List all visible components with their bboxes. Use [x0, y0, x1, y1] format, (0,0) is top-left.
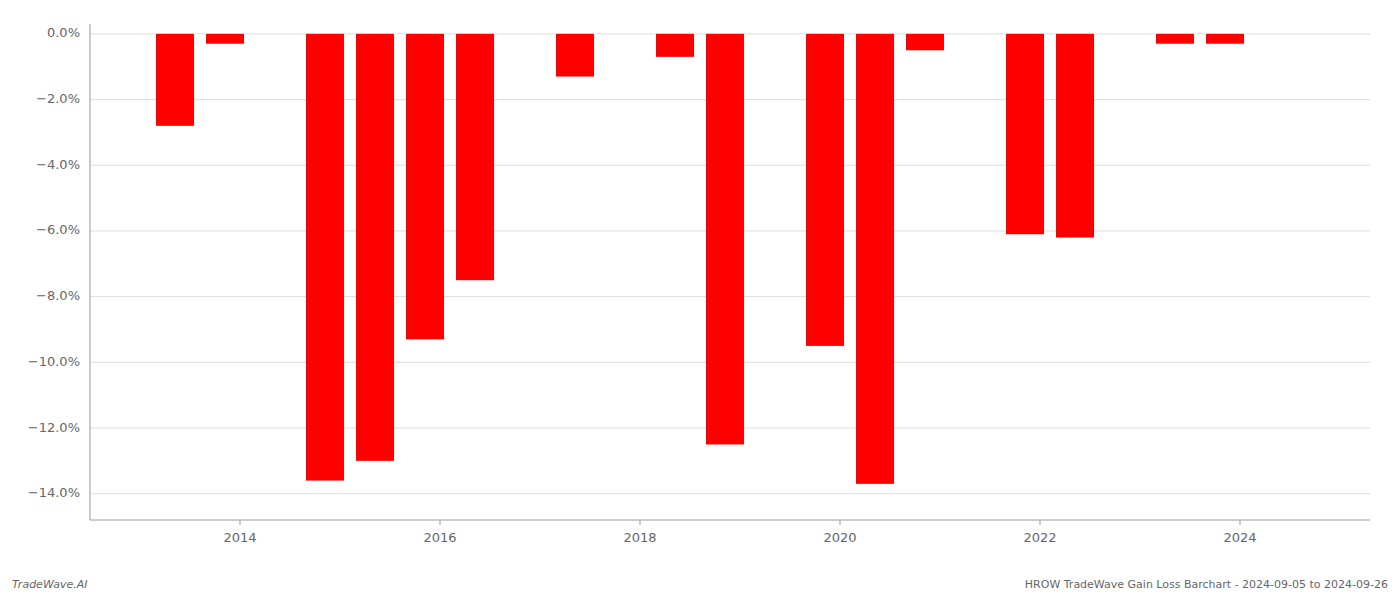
footer-left: TradeWave.AI — [12, 578, 87, 591]
bar — [906, 34, 944, 50]
x-tick-label: 2022 — [1023, 530, 1056, 545]
bar — [706, 34, 744, 445]
bar — [1056, 34, 1094, 238]
background — [0, 0, 1400, 600]
x-tick — [1240, 520, 1241, 525]
y-tick-label: −4.0% — [36, 157, 80, 172]
y-tick-label: 0.0% — [47, 25, 80, 40]
x-tick — [240, 520, 241, 525]
y-tick-label: −2.0% — [36, 91, 80, 106]
grid-line — [90, 493, 1370, 494]
y-tick-label: −6.0% — [36, 222, 80, 237]
x-axis-line — [90, 520, 1370, 521]
x-tick-label: 2024 — [1223, 530, 1256, 545]
bar — [356, 34, 394, 461]
bar — [206, 34, 244, 44]
y-axis-line — [90, 24, 91, 520]
x-tick — [640, 520, 641, 525]
x-tick-label: 2020 — [823, 530, 856, 545]
bar — [406, 34, 444, 339]
bar — [656, 34, 694, 57]
bar — [156, 34, 194, 126]
y-tick-label: −8.0% — [36, 288, 80, 303]
x-tick-label: 2016 — [423, 530, 456, 545]
chart-container: 0.0% −2.0% −4.0% −6.0% −8.0% −10.0% −12.0% −14.… — [0, 0, 1400, 600]
bar — [1156, 34, 1194, 44]
x-tick — [440, 520, 441, 525]
bar — [806, 34, 844, 346]
bar — [306, 34, 344, 481]
bar — [456, 34, 494, 280]
y-tick-label: −14.0% — [28, 485, 80, 500]
footer-right: HROW TradeWave Gain Loss Barchart - 2024… — [1025, 578, 1388, 591]
y-grid — [90, 34, 1370, 494]
bar — [856, 34, 894, 484]
bar — [1206, 34, 1244, 44]
y-tick-label: −10.0% — [28, 354, 80, 369]
bars — [156, 34, 1244, 484]
bar — [1006, 34, 1044, 234]
x-tick — [1040, 520, 1041, 525]
x-tick-label: 2014 — [223, 530, 256, 545]
bar — [556, 34, 594, 77]
x-tick — [840, 520, 841, 525]
y-tick-label: −12.0% — [28, 420, 80, 435]
chart-svg: 0.0% −2.0% −4.0% −6.0% −8.0% −10.0% −12.0% −14.… — [0, 0, 1400, 600]
x-tick-label: 2018 — [623, 530, 656, 545]
